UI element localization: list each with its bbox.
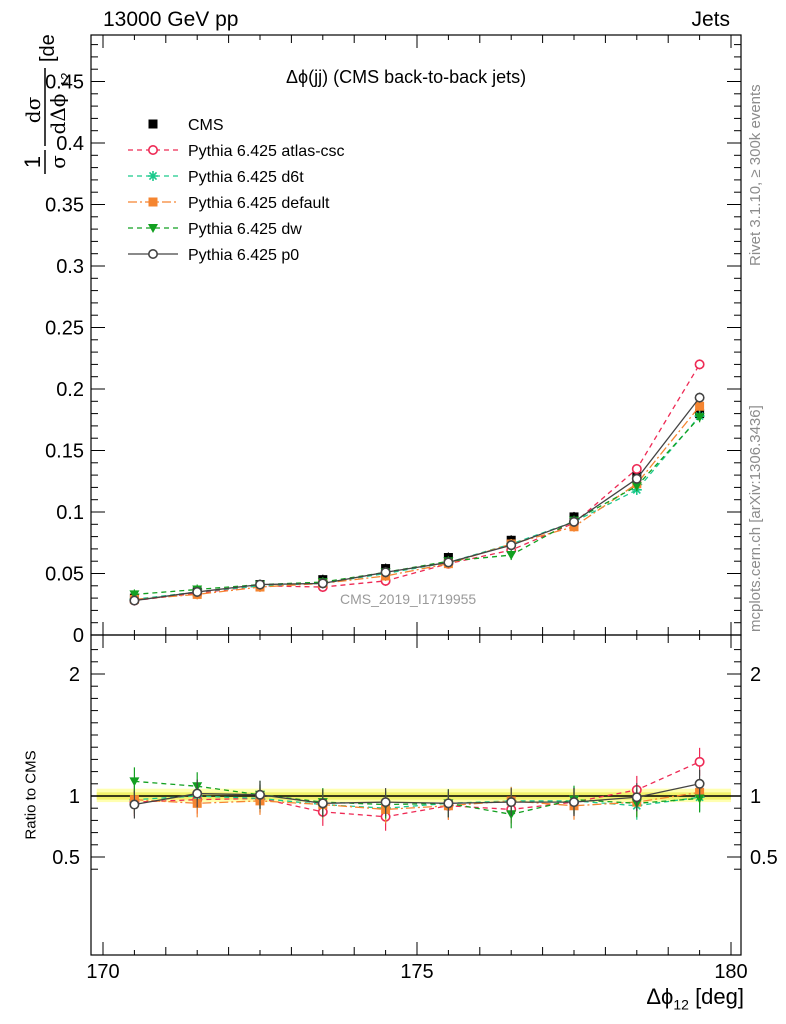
main-series-pythia-6-425-atlas-csc: [129, 359, 705, 606]
ratio-series-line: [134, 791, 700, 811]
main-data-point: [255, 579, 266, 590]
y-tick-label: 0: [73, 625, 84, 647]
ratio-data-point: [694, 778, 705, 789]
legend-marker: [148, 224, 158, 233]
y-tick-label: 0.25: [45, 318, 84, 340]
y-tick-label: 0.3: [56, 256, 84, 278]
svg-text:12: 12: [58, 73, 68, 87]
legend-label: CMS: [188, 117, 224, 134]
ratio-data-point: [631, 792, 642, 803]
legend-marker: [148, 145, 159, 156]
y-tick-label-right: 0.5: [750, 847, 778, 869]
main-data-point: [443, 557, 454, 568]
ratio-series-pythia-6-425-p0: [129, 769, 705, 819]
main-data-point: [129, 590, 140, 600]
ratio-data-point: [129, 777, 140, 787]
main-data-point: [380, 567, 391, 578]
main-data-point: [192, 586, 203, 597]
y-tick-label: 0.45: [45, 72, 84, 94]
y-tick-label: 0.5: [52, 847, 80, 869]
x-axis-label-text: Δϕ: [646, 984, 674, 1009]
legend-marker: [148, 249, 159, 260]
main-data-point: [694, 413, 705, 423]
x-tick-label: 170: [86, 961, 119, 983]
x-axis-label: Δϕ12 [deg]: [646, 984, 744, 1012]
legend-label: Pythia 6.425 dw: [188, 221, 302, 238]
main-series-pythia-6-425-dw: [129, 412, 705, 600]
y-tick-label-right: 1: [750, 786, 761, 808]
main-data-point: [631, 473, 642, 484]
y-tick-label: 1: [69, 786, 80, 808]
ratio-data-point: [192, 788, 203, 799]
x-tick-label: 175: [400, 961, 433, 983]
main-series-pythia-6-425-p0: [129, 392, 705, 606]
main-series-line: [134, 364, 701, 602]
main-series-line: [134, 415, 701, 600]
y-tick-label: 2: [69, 664, 80, 686]
legend-marker: [148, 197, 158, 207]
plot-title: Δϕ(jj) (CMS back-to-back jets): [286, 67, 527, 87]
y-tick-label: 0.2: [56, 379, 84, 401]
main-data-point: [506, 540, 517, 551]
main-series-pythia-6-425-default: [129, 401, 705, 605]
header-right-label: Jets: [691, 8, 730, 31]
legend-marker: [148, 171, 158, 181]
ratio-series-line: [134, 783, 700, 806]
x-tick-label: 180: [714, 961, 747, 983]
ratio-series-line: [134, 761, 700, 818]
main-data-point: [506, 551, 517, 561]
main-data-point: [695, 401, 705, 411]
ratio-data-point: [380, 797, 391, 808]
main-data-point: [694, 359, 705, 370]
legend: CMS Pythia 6.425 atlas-csc Pythia 6.425 d6…: [128, 117, 345, 264]
ratio-data-point: [694, 794, 705, 804]
reference-label: CMS_2019_I1719955: [340, 591, 477, 607]
x-axis-label-subscript: 12: [673, 996, 689, 1013]
ratio-data-point: [443, 798, 454, 809]
ratio-series-line: [134, 780, 700, 815]
ratio-data-point: [317, 798, 328, 809]
main-data-point: [694, 392, 705, 403]
y-axis-label-main: 1 σ dσ dΔϕ 12 [deg -1 ]: [20, 34, 68, 174]
y-tick-label-right: 2: [750, 664, 761, 686]
ratio-data-point: [568, 797, 579, 808]
main-series-line: [134, 397, 701, 602]
main-data-point: [317, 578, 328, 589]
main-data-point: [129, 595, 140, 606]
ratio-panel-frame: [90, 634, 742, 956]
main-series-line: [134, 416, 701, 596]
ratio-data-point: [255, 789, 266, 800]
svg-text:dσ: dσ: [21, 96, 45, 123]
svg-text:σ: σ: [46, 155, 68, 169]
y-tick-label: 0.1: [56, 502, 84, 524]
legend-label: Pythia 6.425 atlas-csc: [188, 143, 345, 160]
y-tick-label: 0.4: [56, 133, 84, 155]
y-tick-label: 0.05: [45, 564, 84, 586]
main-data-point: [631, 463, 642, 474]
ratio-data-point: [506, 797, 517, 808]
y-tick-label: 0.15: [45, 441, 84, 463]
main-series-line: [134, 405, 701, 600]
header-left-label: 13000 GeV pp: [103, 8, 239, 31]
legend-label: Pythia 6.425 d6t: [188, 169, 304, 186]
main-series-cms: [129, 408, 705, 604]
svg-text:[deg: [deg: [37, 34, 59, 62]
svg-text:dΔϕ: dΔϕ: [46, 94, 68, 135]
svg-text:1: 1: [20, 156, 45, 168]
y-tick-label: 0.35: [45, 195, 84, 217]
legend-label: Pythia 6.425 p0: [188, 247, 299, 264]
main-data-point: [568, 516, 579, 527]
legend-marker: [148, 119, 158, 129]
x-axis-label-unit: [deg]: [695, 984, 744, 1009]
ratio-data-point: [694, 756, 705, 767]
main-data-point: [631, 482, 642, 492]
legend-label: Pythia 6.425 default: [188, 195, 330, 212]
main-series-pythia-6-425-d6t: [129, 411, 705, 605]
ratio-data-point: [129, 799, 140, 810]
